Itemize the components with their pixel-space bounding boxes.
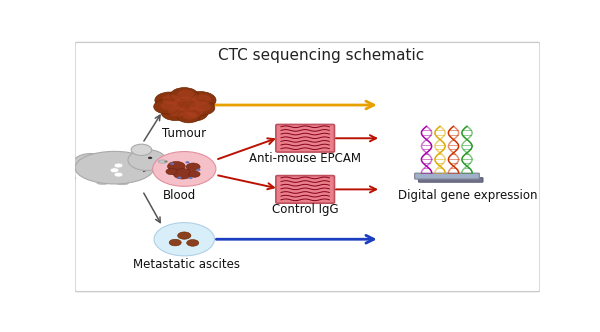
Circle shape	[188, 101, 215, 115]
Text: Metastatic ascites: Metastatic ascites	[133, 258, 240, 272]
Circle shape	[110, 168, 119, 173]
FancyBboxPatch shape	[418, 178, 483, 182]
Circle shape	[184, 92, 216, 109]
Circle shape	[154, 99, 180, 114]
Circle shape	[114, 172, 123, 177]
Circle shape	[148, 157, 152, 159]
Circle shape	[173, 97, 199, 111]
Circle shape	[188, 177, 193, 179]
Ellipse shape	[73, 153, 109, 173]
Circle shape	[187, 240, 199, 246]
Circle shape	[178, 232, 191, 239]
Ellipse shape	[158, 160, 167, 163]
Circle shape	[167, 161, 185, 171]
Circle shape	[160, 102, 176, 110]
Circle shape	[169, 239, 181, 246]
Circle shape	[164, 161, 167, 163]
Circle shape	[185, 107, 203, 117]
FancyBboxPatch shape	[276, 176, 334, 203]
Circle shape	[178, 105, 208, 121]
Circle shape	[166, 168, 178, 175]
Text: Tumour: Tumour	[162, 127, 206, 140]
Circle shape	[154, 223, 215, 256]
FancyBboxPatch shape	[276, 124, 334, 152]
Circle shape	[170, 163, 175, 165]
Circle shape	[131, 144, 152, 155]
Circle shape	[178, 90, 194, 99]
Circle shape	[161, 105, 190, 121]
Circle shape	[183, 112, 197, 120]
Circle shape	[177, 110, 200, 123]
Text: CTC sequencing schematic: CTC sequencing schematic	[218, 47, 425, 62]
Text: Control IgG: Control IgG	[272, 203, 338, 216]
Text: Digital gene expression: Digital gene expression	[398, 189, 538, 203]
Ellipse shape	[75, 151, 154, 184]
Ellipse shape	[97, 181, 109, 184]
Circle shape	[178, 177, 182, 179]
Circle shape	[152, 151, 216, 186]
Circle shape	[189, 171, 200, 177]
Circle shape	[185, 161, 190, 163]
FancyBboxPatch shape	[415, 173, 479, 179]
Circle shape	[173, 169, 192, 179]
Circle shape	[192, 94, 211, 105]
Text: Blood: Blood	[163, 189, 196, 203]
Text: Anti-mouse EPCAM: Anti-mouse EPCAM	[249, 152, 361, 165]
Circle shape	[114, 163, 123, 168]
Circle shape	[163, 93, 206, 117]
Ellipse shape	[116, 182, 128, 185]
Circle shape	[195, 103, 211, 112]
Circle shape	[196, 169, 200, 171]
Circle shape	[169, 107, 186, 117]
Circle shape	[186, 163, 200, 171]
Circle shape	[163, 95, 181, 104]
Circle shape	[128, 150, 166, 171]
Circle shape	[170, 88, 198, 103]
Circle shape	[155, 92, 185, 109]
